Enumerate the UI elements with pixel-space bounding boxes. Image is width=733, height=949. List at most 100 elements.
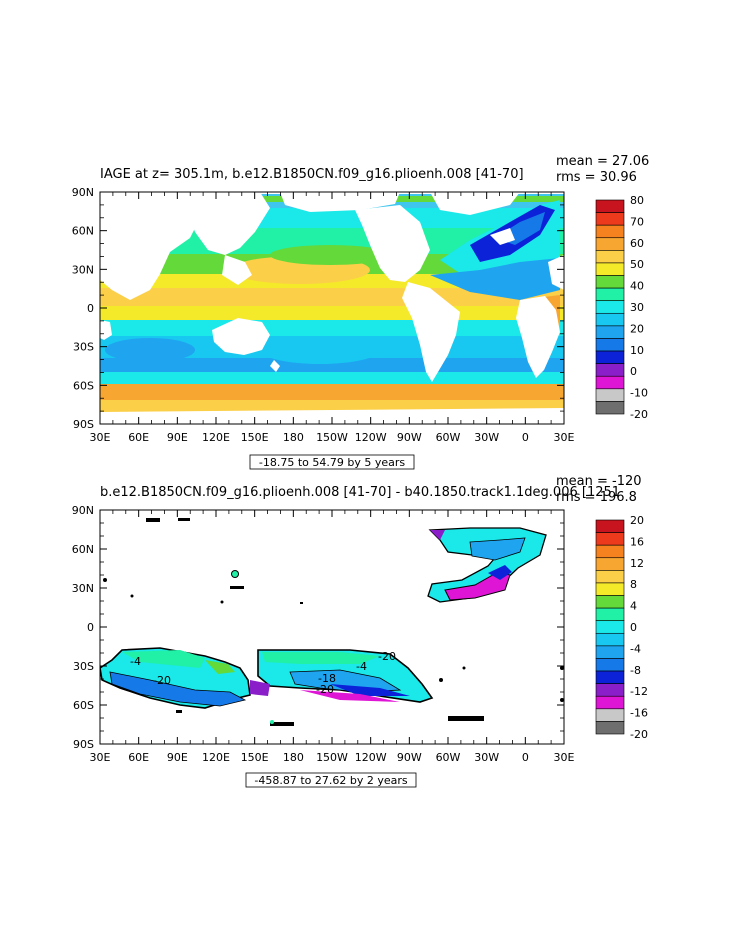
colorbar-swatch [595, 557, 625, 571]
y-tick-labels-1: 90N 60N 30N 0 30S 60S 90S [72, 186, 94, 431]
colorbar-label: 30 [630, 301, 644, 314]
colorbar-swatch [595, 375, 625, 390]
x-tick-label: 60E [128, 431, 149, 444]
y-tick-label: 90N [72, 504, 94, 517]
y-tick-label: 60N [72, 225, 94, 238]
info-label-2: -458.87 to 27.62 by 2 years [254, 774, 408, 787]
colorbar-label: 40 [630, 280, 644, 293]
colorbar-swatch [595, 287, 625, 302]
info-box-2 [245, 772, 417, 788]
colorbar-swatch [595, 570, 625, 584]
colorbar-swatch [595, 401, 625, 415]
colorbar-swatch [595, 325, 625, 339]
contour-label: -18 [318, 672, 336, 685]
map-2 [100, 510, 564, 744]
colorbar-swatch [595, 632, 625, 647]
x-tick-label: 120E [202, 431, 230, 444]
x-tick-label: 180 [283, 431, 304, 444]
colorbar-swatch [595, 300, 625, 314]
contour-label: -4 [130, 655, 141, 668]
y-tick-label: 30N [72, 263, 94, 276]
colorbar-swatch [595, 250, 625, 264]
colorbar-swatch [595, 582, 625, 596]
stat-rms-2: rms = 196.8 [556, 490, 637, 505]
colorbar-swatch [595, 683, 625, 697]
x-tick-label: 150W [316, 431, 348, 444]
y-tick-label: 0 [87, 621, 94, 634]
x-tick-label: 60W [436, 431, 461, 444]
colorbar-label: 10 [630, 344, 644, 357]
contour-label: -4 [356, 660, 367, 673]
colorbar-label: -12 [630, 685, 648, 698]
x-tick-label: 90W [397, 431, 422, 444]
contour-label: -20 [153, 674, 171, 687]
colorbar-swatch [595, 721, 625, 735]
colorbar-label: 50 [630, 258, 644, 271]
colorbar-swatch [595, 708, 625, 722]
x-tick-label: 180 [283, 751, 304, 764]
colorbar-label: 0 [630, 621, 637, 634]
colorbar-label: 12 [630, 557, 644, 570]
x-tick-label: 30E [554, 751, 575, 764]
colorbar-swatch [595, 338, 625, 352]
colorbar-label: 0 [630, 365, 637, 378]
x-tick-label: 150E [241, 431, 269, 444]
y-tick-label: 90S [73, 418, 94, 431]
x-tick-label: 30E [90, 431, 111, 444]
colorbar-label: -20 [630, 728, 648, 741]
map-1 [100, 192, 564, 424]
title-2: b.e12.B1850CN.f09_g16.plioenh.008 [41-70… [100, 485, 620, 500]
y-tick-label: 60S [73, 699, 94, 712]
colorbar-swatch [595, 670, 625, 684]
colorbar-swatch [595, 224, 625, 239]
colorbar-label: 60 [630, 237, 644, 250]
x-tick-label: 90E [167, 751, 188, 764]
colorbar-label: 4 [630, 600, 637, 613]
x-tick-label: 120W [355, 431, 387, 444]
panel-2: 30E 60E 90E 120E 150E 180 150W 120W 90W 60W 30W 0 30… [72, 474, 648, 788]
x-tick-label: 120W [355, 751, 387, 764]
colorbar-label: -16 [630, 707, 648, 720]
info-label-1: -18.75 to 54.79 by 5 years [259, 456, 406, 469]
colorbar-swatch [595, 519, 625, 533]
x-tick-label: 90E [167, 431, 188, 444]
x-tick-label: 30W [474, 751, 499, 764]
colorbar-label: 8 [630, 578, 637, 591]
y-tick-label: 30S [73, 660, 94, 673]
x-tick-labels-1: 30E 60E 90E 120E 150E 180 150W 120W 90W 60W 30W 0 30… [90, 431, 575, 444]
x-tick-label: 30W [474, 431, 499, 444]
colorbar-label: 20 [630, 514, 644, 527]
colorbar-swatch [595, 658, 625, 672]
land-1 [100, 192, 564, 424]
colorbar-swatch [595, 645, 625, 659]
colorbar-label: -20 [630, 408, 648, 421]
colorbar-swatch [595, 199, 625, 213]
title-1: IAGE at z= 305.1m, b.e12.B1850CN.f09_g16… [100, 167, 524, 182]
colorbar-2: 20 16 12 8 4 0 -4 -8 -12 -16 -20 [595, 514, 648, 741]
colorbar-label: 70 [630, 215, 644, 228]
stat-mean-1: mean = 27.06 [556, 154, 649, 169]
y-tick-labels-2: 90N 60N 30N 0 30S 60S 90S [72, 504, 94, 751]
x-tick-label: 30E [90, 751, 111, 764]
colorbar-label: -10 [630, 387, 648, 400]
y-tick-label: 90S [73, 738, 94, 751]
colorbar-swatch [595, 388, 625, 402]
x-tick-label: 30E [554, 431, 575, 444]
stat-mean-2: mean = -120 [556, 474, 642, 489]
x-tick-label: 60E [128, 751, 149, 764]
colorbar-swatch [595, 312, 625, 327]
x-tick-label: 150E [241, 751, 269, 764]
y-tick-label: 30N [72, 582, 94, 595]
colorbar-label: -8 [630, 664, 641, 677]
colorbar-swatch [595, 532, 625, 546]
contour-label: -20 [378, 650, 396, 663]
colorbar-swatch [595, 544, 625, 559]
colorbar-swatch [595, 262, 625, 276]
x-tick-label: 120E [202, 751, 230, 764]
y-tick-label: 0 [87, 302, 94, 315]
y-tick-label: 30S [73, 341, 94, 354]
colorbar-label: 80 [630, 194, 644, 207]
x-tick-label: 90W [397, 751, 422, 764]
x-tick-label: 0 [522, 751, 529, 764]
x-tick-label: 0 [522, 431, 529, 444]
